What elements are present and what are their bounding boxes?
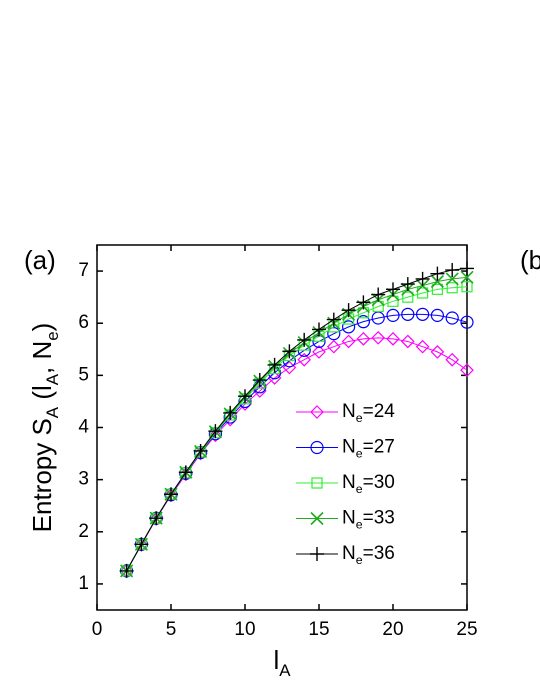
marker xyxy=(119,563,134,578)
marker xyxy=(371,330,386,345)
marker xyxy=(327,327,341,341)
plot-frame xyxy=(96,244,468,611)
marker xyxy=(326,339,341,354)
marker xyxy=(341,303,356,318)
marker xyxy=(134,537,149,552)
marker xyxy=(401,307,415,321)
marker xyxy=(252,384,267,398)
marker xyxy=(310,405,324,419)
y-tick-label: 2 xyxy=(78,521,89,542)
marker xyxy=(400,334,415,349)
legend-label: Ne=24 xyxy=(342,401,395,425)
marker xyxy=(445,311,459,325)
series-line xyxy=(126,313,468,572)
marker xyxy=(297,352,312,367)
marker xyxy=(282,344,297,359)
legend-label: Ne=30 xyxy=(342,472,395,496)
marker xyxy=(341,334,356,349)
marker xyxy=(460,363,474,377)
marker xyxy=(400,277,415,292)
marker xyxy=(460,315,474,329)
marker xyxy=(445,272,459,286)
marker xyxy=(342,320,356,334)
y-tick-label: 3 xyxy=(78,469,89,490)
marker xyxy=(238,389,252,404)
marker xyxy=(446,282,458,294)
series-line xyxy=(126,267,468,572)
marker xyxy=(415,339,430,354)
y-tick-label: 7 xyxy=(78,260,89,281)
series-line xyxy=(126,286,468,572)
y-axis-label: Entropy SA (lA, Ne) xyxy=(27,323,62,533)
marker xyxy=(445,352,460,367)
marker xyxy=(386,332,400,346)
marker xyxy=(445,263,460,278)
marker xyxy=(371,287,386,302)
marker xyxy=(430,308,444,322)
marker xyxy=(267,357,282,372)
marker xyxy=(386,282,400,297)
legend-label: Ne=33 xyxy=(342,508,395,532)
marker xyxy=(402,291,414,303)
x-tick-label: 15 xyxy=(308,619,329,640)
marker xyxy=(310,547,324,561)
marker xyxy=(312,345,326,359)
y-tick-label: 4 xyxy=(78,417,89,438)
marker xyxy=(430,345,445,359)
x-tick-label: 20 xyxy=(382,619,403,640)
marker xyxy=(430,266,445,281)
marker xyxy=(178,465,193,480)
y-tick-label: 1 xyxy=(78,573,89,594)
marker xyxy=(431,283,443,295)
legend-label: Ne=27 xyxy=(342,437,395,461)
next-panel-label: (b xyxy=(520,245,540,275)
marker xyxy=(252,373,267,388)
marker xyxy=(326,312,341,327)
marker xyxy=(193,443,208,458)
marker xyxy=(312,322,326,337)
marker xyxy=(430,274,444,289)
marker xyxy=(461,281,473,293)
x-tick-label: 10 xyxy=(234,619,255,640)
series-line xyxy=(126,276,468,572)
marker xyxy=(415,271,430,286)
marker xyxy=(223,405,238,420)
panel-label: (a) xyxy=(24,245,56,275)
x-tick-label: 25 xyxy=(456,619,477,640)
series-line xyxy=(126,337,468,572)
marker xyxy=(356,332,371,346)
marker xyxy=(297,332,312,347)
marker xyxy=(164,487,178,502)
marker xyxy=(149,511,164,526)
marker xyxy=(460,270,474,284)
x-tick-label: 5 xyxy=(166,619,177,640)
x-axis-label: lA xyxy=(273,645,291,680)
y-tick-label: 6 xyxy=(78,312,89,333)
marker xyxy=(416,307,430,321)
marker xyxy=(310,440,324,455)
legend-label: Ne=36 xyxy=(342,543,395,567)
marker xyxy=(311,477,323,489)
marker xyxy=(417,287,429,299)
marker xyxy=(356,295,371,310)
x-tick-label: 0 xyxy=(92,619,103,640)
marker xyxy=(460,261,474,276)
marker xyxy=(356,315,370,329)
marker xyxy=(310,511,324,526)
y-tick-label: 5 xyxy=(78,364,89,385)
marker xyxy=(386,308,400,322)
marker xyxy=(208,428,223,443)
marker xyxy=(208,424,223,439)
